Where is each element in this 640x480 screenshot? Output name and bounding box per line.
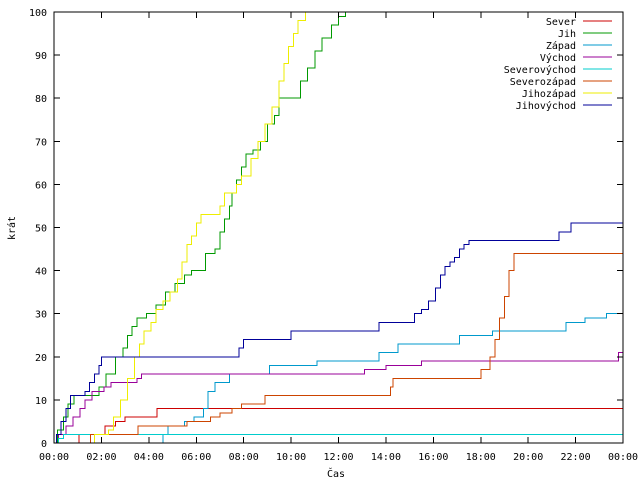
series-line-jihovychod — [54, 222, 623, 444]
legend-label-jihovychod: Jihovýchod — [516, 100, 576, 112]
legend-label-jihozapad: Jihozápad — [522, 88, 576, 100]
y-tick-label: 40 — [35, 267, 47, 278]
y-tick-label: 50 — [35, 224, 47, 235]
series-layer — [54, 11, 624, 444]
series-line-zapad — [54, 313, 623, 444]
legend-label-severozapad: Severozápad — [510, 76, 576, 88]
x-tick-label: 16:00 — [418, 452, 448, 463]
x-axis-ticks: 00:00 02:00 04:00 06:00 08:00 10:00 12:00 14:00… — [39, 12, 638, 463]
y-tick-label: 70 — [35, 137, 47, 148]
series-line-severozapad — [54, 252, 623, 444]
x-tick-label: 08:00 — [229, 452, 259, 463]
x-tick-label: 00:00 — [39, 452, 69, 463]
y-axis-title: krát — [6, 216, 18, 240]
series-line-sever — [54, 408, 623, 444]
legend-label-sever: Sever — [546, 17, 576, 28]
x-tick-label: 18:00 — [466, 452, 496, 463]
y-tick-label: 10 — [35, 396, 47, 407]
x-tick-label: 22:00 — [561, 452, 591, 463]
y-tick-label: 90 — [35, 51, 47, 62]
legend-label-vychod: Východ — [540, 52, 576, 64]
series-line-jih — [54, 11, 623, 444]
x-tick-label: 02:00 — [86, 452, 116, 463]
x-tick-label: 10:00 — [276, 452, 306, 463]
series-line-jihozapad — [54, 11, 623, 444]
series-line-vychod — [54, 352, 624, 444]
x-tick-label: 06:00 — [181, 452, 211, 463]
y-tick-label: 0 — [41, 439, 47, 450]
legend: SeverJihZápadVýchodSeverovýchodSeverozáp… — [504, 17, 612, 112]
y-tick-label: 100 — [29, 8, 47, 19]
legend-label-severovychod: Severovýchod — [504, 64, 576, 76]
legend-label-zapad: Západ — [546, 40, 576, 52]
legend-label-jih: Jih — [558, 29, 576, 40]
y-tick-label: 60 — [35, 180, 47, 191]
x-tick-label: 12:00 — [323, 452, 353, 463]
x-tick-label: 14:00 — [371, 452, 401, 463]
x-tick-label: 04:00 — [134, 452, 164, 463]
y-axis-ticks: 0 10 20 30 40 50 60 70 80 90 100 — [29, 8, 623, 450]
y-tick-label: 30 — [35, 310, 47, 321]
x-axis-title: Čas — [327, 467, 345, 480]
x-tick-label: 20:00 — [513, 452, 543, 463]
x-tick-label: 00:00 — [608, 452, 638, 463]
y-tick-label: 20 — [35, 353, 47, 364]
y-tick-label: 80 — [35, 94, 47, 105]
